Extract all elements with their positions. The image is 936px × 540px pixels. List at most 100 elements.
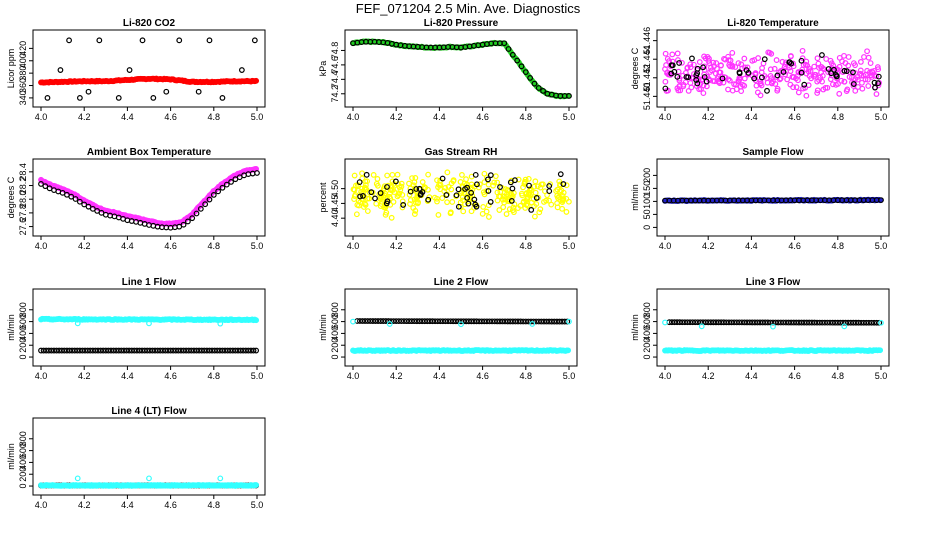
data-point	[767, 66, 774, 73]
data-point	[850, 69, 856, 76]
data-point	[506, 206, 513, 213]
data-point	[773, 57, 780, 63]
data-point	[671, 68, 678, 75]
data-point	[425, 171, 432, 178]
data-point	[793, 75, 799, 82]
x-tick-label: 4.0	[347, 371, 360, 381]
y-tick-label: 400	[642, 326, 652, 341]
data-point	[473, 181, 480, 188]
x-tick-label: 5.0	[251, 241, 264, 251]
data-point	[425, 196, 432, 203]
data-point	[206, 196, 213, 203]
data-point	[374, 176, 381, 182]
data-point	[680, 81, 687, 88]
plot-frame	[656, 288, 890, 367]
data-point	[733, 86, 740, 93]
data-point	[184, 218, 191, 225]
x-tick-label: 4.4	[433, 371, 446, 381]
data-point	[483, 188, 490, 194]
x-tick-label: 4.4	[745, 241, 758, 251]
data-point	[444, 199, 450, 206]
x-tick-label: 4.4	[121, 371, 134, 381]
data-point	[468, 208, 475, 215]
y-tick-label: 200	[330, 338, 340, 353]
data-point	[195, 88, 202, 95]
data-point	[864, 48, 870, 55]
data-point	[485, 214, 492, 220]
x-tick-label: 4.0	[659, 112, 672, 122]
x-tick-label: 4.2	[702, 371, 715, 381]
data-point	[751, 75, 758, 82]
x-tick-label: 4.4	[433, 241, 446, 251]
data-point	[434, 198, 440, 205]
data-point	[500, 196, 507, 203]
data-point	[696, 86, 703, 93]
chart-title: Gas Stream RH	[425, 147, 498, 158]
data-point	[480, 204, 487, 210]
data-point	[710, 59, 717, 66]
data-point	[363, 171, 370, 178]
data-point	[519, 192, 526, 199]
data-point	[850, 81, 857, 87]
data-point	[44, 95, 51, 101]
y-tick-label: 0	[18, 484, 28, 489]
data-point	[836, 54, 843, 61]
data-point	[557, 181, 564, 188]
data-point	[425, 186, 431, 193]
plot-frame	[344, 288, 578, 367]
data-point	[694, 80, 701, 87]
x-tick-label: 4.4	[121, 112, 134, 122]
data-point	[798, 57, 805, 64]
data-point	[197, 205, 204, 212]
data-point	[531, 203, 537, 210]
data-point	[726, 77, 733, 84]
data-point	[559, 205, 566, 212]
data-point	[215, 188, 222, 195]
chart-title: Sample Flow	[742, 147, 803, 158]
data-point	[85, 88, 92, 95]
data-point	[76, 95, 83, 101]
data-point	[217, 475, 224, 482]
x-tick-label: 5.0	[251, 500, 264, 510]
data-point	[819, 52, 825, 58]
data-point	[865, 54, 872, 61]
data-point	[251, 37, 258, 44]
data-point	[416, 185, 423, 192]
data-point	[741, 55, 748, 62]
chart-title: Li-820 Temperature	[727, 18, 819, 29]
x-tick-label: 4.8	[832, 112, 845, 122]
data-point	[806, 65, 813, 72]
x-tick-label: 4.6	[788, 112, 801, 122]
data-point	[774, 85, 781, 92]
data-point	[522, 69, 529, 76]
chart-sampleflow: Sample Flow 4.0 4.2 4.4 4.6 4.8 5.0 0 5010015020…	[630, 147, 890, 251]
data-point	[543, 197, 549, 204]
y-tick-label: 200	[18, 467, 28, 482]
data-point	[509, 185, 516, 192]
data-point	[455, 203, 462, 210]
data-point	[372, 195, 378, 202]
y-axis-label: ml/min	[6, 314, 16, 341]
data-point	[731, 81, 738, 88]
y-tick-label: 27.6	[18, 218, 28, 236]
data-point	[812, 71, 819, 78]
data-point	[57, 67, 64, 73]
data-point	[435, 211, 442, 218]
data-point	[390, 199, 397, 205]
x-tick-label: 4.0	[35, 371, 48, 381]
data-point	[531, 80, 538, 87]
data-point	[860, 72, 867, 79]
data-point	[688, 74, 695, 81]
data-point	[795, 89, 802, 96]
y-tick-label: 0	[642, 225, 652, 230]
y-axis-label: ml/min	[630, 314, 640, 341]
data-point	[693, 72, 700, 79]
data-point	[419, 179, 426, 185]
chart-title: Line 3 Flow	[746, 277, 801, 288]
y-axis-label: degrees C	[6, 176, 16, 218]
x-tick-label: 4.4	[433, 112, 446, 122]
plot-frame	[32, 158, 266, 237]
data-point	[859, 79, 865, 86]
data-point	[795, 69, 802, 75]
x-tick-label: 4.2	[702, 112, 715, 122]
